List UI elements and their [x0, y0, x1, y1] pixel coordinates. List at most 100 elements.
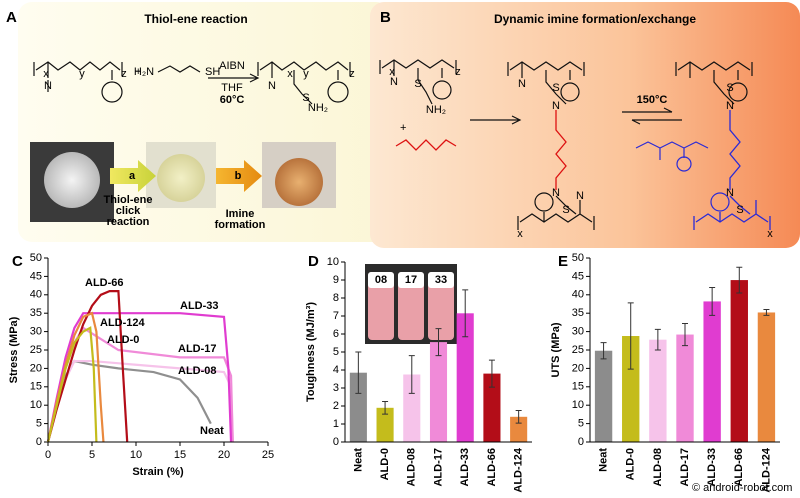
y-tick-label: 4 [333, 364, 339, 376]
atom-label: N [726, 187, 734, 199]
y-tick-label: 35 [30, 307, 42, 319]
y-tick-label: 10 [30, 399, 42, 411]
y-tick-label: 5 [578, 418, 584, 430]
plus: + [135, 66, 141, 78]
x-tick-label: ALD-0 [379, 448, 391, 480]
x-tick-label: ALD-33 [706, 448, 718, 487]
step-label: b [235, 170, 242, 182]
reagent: SH [205, 66, 220, 78]
bar [376, 407, 394, 442]
x-tick-label: Neat [352, 448, 364, 472]
error-bar [382, 401, 389, 415]
structures [33, 59, 771, 230]
vial-label: 08 [375, 274, 387, 286]
y-tick-label: 0 [333, 436, 339, 448]
bar [594, 350, 613, 442]
caption: Thiol-ene [104, 194, 153, 206]
y-tick-label: 25 [572, 344, 584, 356]
atom-label: z [121, 68, 127, 80]
error-bar [488, 359, 495, 388]
curve-label: ALD-124 [100, 317, 146, 329]
step-label: a [129, 170, 136, 182]
curve [46, 326, 98, 443]
y-tick-label: 8 [333, 292, 339, 304]
x-axis-title: Strain (%) [132, 466, 184, 478]
error-bar [408, 355, 415, 394]
y-tick-label: 0 [578, 436, 584, 448]
bar [649, 339, 667, 442]
atom-label: N [268, 80, 276, 92]
y-tick-label: 5 [36, 418, 42, 430]
curve [46, 290, 129, 443]
condition: 60°C [220, 94, 245, 106]
y-tick-label: 7 [333, 310, 339, 322]
vial-cap [398, 272, 424, 288]
axes [47, 258, 268, 443]
vial-cap [368, 272, 394, 288]
atom-label: x [767, 228, 773, 240]
y-tick-label: 30 [30, 326, 42, 338]
y-tick-label: 15 [572, 381, 584, 393]
atom-label: S [736, 204, 743, 216]
error-bar [682, 323, 688, 347]
x-tick-label: ALD-124 [760, 447, 772, 493]
axes [589, 258, 780, 443]
atom-label: S [562, 204, 569, 216]
atom-label: NH₂ [426, 104, 446, 116]
x-tick-label: 0 [45, 449, 51, 461]
x-tick-label: ALD-124 [513, 447, 525, 493]
curve-label: ALD-66 [85, 277, 124, 289]
error-bar [654, 328, 661, 351]
atom-label: S [302, 92, 309, 104]
y-tick-label: 35 [572, 307, 584, 319]
bar [622, 336, 640, 442]
watermark: © android-robot.com [692, 482, 792, 494]
x-tick-label: 5 [89, 449, 95, 461]
y-tick-label: 1 [333, 418, 339, 430]
error-bar [709, 286, 716, 316]
x-tick-label: ALD-17 [432, 448, 444, 487]
atom-label: NH₂ [308, 102, 328, 114]
y-tick-label: 30 [572, 326, 584, 338]
y-tick-label: 45 [30, 270, 42, 282]
bar [703, 301, 721, 442]
panel-title: Dynamic imine formation/exchange [494, 12, 696, 26]
atom-label: z [455, 66, 461, 78]
y-tick-label: 3 [333, 382, 339, 394]
panel-label: C [12, 253, 23, 270]
error-bar [600, 342, 607, 360]
curve [46, 312, 233, 443]
atom-label: x [389, 66, 395, 78]
bar [510, 416, 528, 442]
y-tick-label: 10 [572, 399, 584, 411]
y-tick-label: 25 [30, 344, 42, 356]
x-tick-label: ALD-08 [652, 448, 664, 487]
atom-label: N [390, 76, 398, 88]
bar [403, 374, 421, 442]
bar [730, 280, 748, 442]
x-tick-label: 25 [262, 449, 274, 461]
y-tick-label: 5 [333, 346, 339, 358]
vial-cap [428, 272, 454, 288]
curve-label: Neat [200, 425, 224, 437]
caption: click [116, 205, 141, 217]
atom-label: N [576, 190, 584, 202]
error-bar [627, 302, 634, 370]
x-tick-label: Neat [597, 448, 609, 472]
y-axis-title: Stress (MPa) [8, 316, 20, 383]
bar [757, 312, 776, 442]
y-tick-label: 50 [572, 252, 584, 264]
x-tick-label: 10 [130, 449, 142, 461]
axes [344, 262, 532, 443]
atom-label: N [726, 100, 734, 112]
panel-label: D [308, 253, 319, 270]
photos [30, 142, 336, 222]
error-bar [462, 289, 469, 338]
curve-label: ALD-0 [107, 334, 139, 346]
error-bar [763, 309, 770, 316]
panel-label: E [558, 253, 568, 270]
y-tick-label: 20 [572, 362, 584, 374]
atom-label: N [44, 80, 52, 92]
x-tick-label: ALD-66 [486, 448, 498, 487]
